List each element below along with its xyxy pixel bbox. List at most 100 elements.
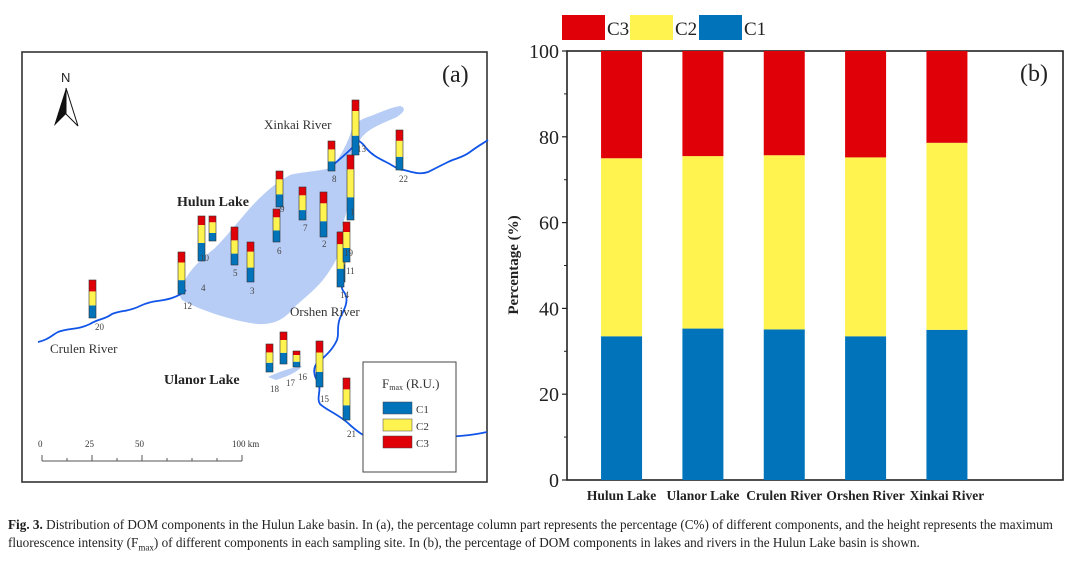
site-bar-outline [298,186,307,221]
bar-segment-c1 [601,336,643,480]
site-bar-outline [319,191,328,238]
site-bar-segment-c1 [266,362,273,372]
legend-label-c2: C2 [675,19,697,40]
site-bar-segment-c3 [276,171,283,180]
place-label-crulen-river: Crulen River [50,341,118,356]
site-bar-segment-c2 [266,352,273,363]
site-bar-segment-c2 [280,340,287,353]
site-bar-segment-c1 [337,268,344,287]
site-bar-outline [346,154,355,221]
chart-legend: C3 C2 C1 [562,15,766,40]
map-legend-swatch-c2 [382,418,413,432]
site-label: 16 [298,372,308,382]
site-bar-segment-c2 [328,149,335,162]
site-bar-segment-c1 [89,305,96,318]
site-bar-1: 1 [346,154,355,221]
site-bar-segment-c3 [343,222,350,232]
site-bar-segment-c2 [276,179,283,195]
site-bar-outline [315,340,324,388]
site-bar-segment-c3 [209,216,216,223]
site-label: 14 [340,290,350,300]
site-bar-segment-c1 [343,248,350,262]
map-legend: Fmax (R.U.) C1 C2 C3 [362,361,457,473]
site-bar-17: 17 [279,331,296,388]
site-label: 4 [201,283,206,293]
site-bar-segment-c1 [178,280,185,294]
map-panel: (a) N Xinkai River Hulun Lake Orshen Riv… [21,51,489,483]
place-label-orshen-river: Orshen River [290,304,360,319]
site-bar-outline [279,331,288,365]
site-bar-segment-c2 [320,203,327,222]
site-bar-12: 12 [177,251,192,311]
caption-text-2: ) of different components in each sampli… [153,535,920,550]
figure-number: Fig. 3. [8,517,43,532]
bar-segment-c3 [682,51,724,157]
scale-tick-100km: 100 km [232,439,259,449]
scale-bar [41,455,243,462]
site-label: 19 [344,248,354,258]
north-label: N [61,70,70,85]
x-axis-labels: Hulun Lake Ulanor Lake Crulen River Orshen … [587,488,984,503]
site-bar-segment-c1 [293,361,300,367]
site-bar-segment-c2 [343,389,350,406]
site-bar-segment-c1 [396,156,403,170]
site-bar-outline [272,208,281,243]
site-bar-8: 8 [327,140,337,184]
site-label: 12 [183,301,192,311]
site-bar-segment-c2 [198,225,205,243]
site-bar-outline [230,226,239,266]
site-bar-16: 16 [292,350,308,382]
x-tick-label: Ulanor Lake [666,488,739,503]
scale-tick-25: 25 [85,439,95,449]
scale-tick-0: 0 [38,439,43,449]
site-bar-segment-c3 [320,192,327,204]
bar-segment-c3 [845,51,887,158]
ulanor-lake-shape [268,366,302,380]
map-legend-title: Fmax (R.U.) [382,376,439,392]
site-bar-segment-c3 [328,141,335,150]
site-bar-outline [88,279,97,319]
scale-tick-50: 50 [135,439,145,449]
site-bar-10: 10 [200,215,217,263]
y-tick-label: 60 [539,213,559,235]
site-bar-outline [197,215,206,262]
site-bar-segment-c1 [343,405,350,420]
bar-stack-crulen-river [763,51,805,480]
site-bar-6: 6 [272,208,282,256]
site-bar-15: 15 [315,340,330,404]
site-bar-outline [275,170,284,208]
site-bar-segment-c2 [209,222,216,233]
map-legend-label-c3: C3 [416,438,429,450]
site-bar-segment-c3 [352,100,359,111]
site-bar-segment-c2 [273,217,280,231]
site-label: 22 [399,174,408,184]
site-bar-segment-c1 [347,197,354,220]
y-tick-label: 20 [539,384,559,406]
site-bar-outline [327,140,336,172]
bar-segment-c1 [926,329,968,480]
site-bar-segment-c2 [343,232,350,248]
x-tick-label: Xinkai River [910,488,985,503]
site-label: 10 [200,253,210,263]
site-bar-9: 9 [275,170,285,214]
site-label: 18 [270,384,280,394]
site-bar-outline [265,343,274,373]
site-bar-segment-c3 [316,341,323,353]
legend-swatch-c2 [630,15,673,40]
y-tick-label: 40 [539,298,559,320]
site-label: 6 [277,246,282,256]
site-bar-segment-c2 [178,262,185,281]
site-bar-outline [342,221,351,263]
site-bar-segment-c2 [316,352,323,372]
site-label: 20 [95,322,105,332]
site-bar-4: 4 [197,215,206,293]
site-bar-segment-c2 [337,244,344,269]
y-axis-label: Percentage (%) [506,215,522,314]
site-bar-segment-c1 [276,194,283,207]
site-bar-18: 18 [265,343,280,394]
place-label-xinkai-river: Xinkai River [264,117,332,132]
site-label: 5 [233,268,238,278]
site-bar-outline [351,99,360,156]
legend-label-c1: C1 [744,19,766,40]
